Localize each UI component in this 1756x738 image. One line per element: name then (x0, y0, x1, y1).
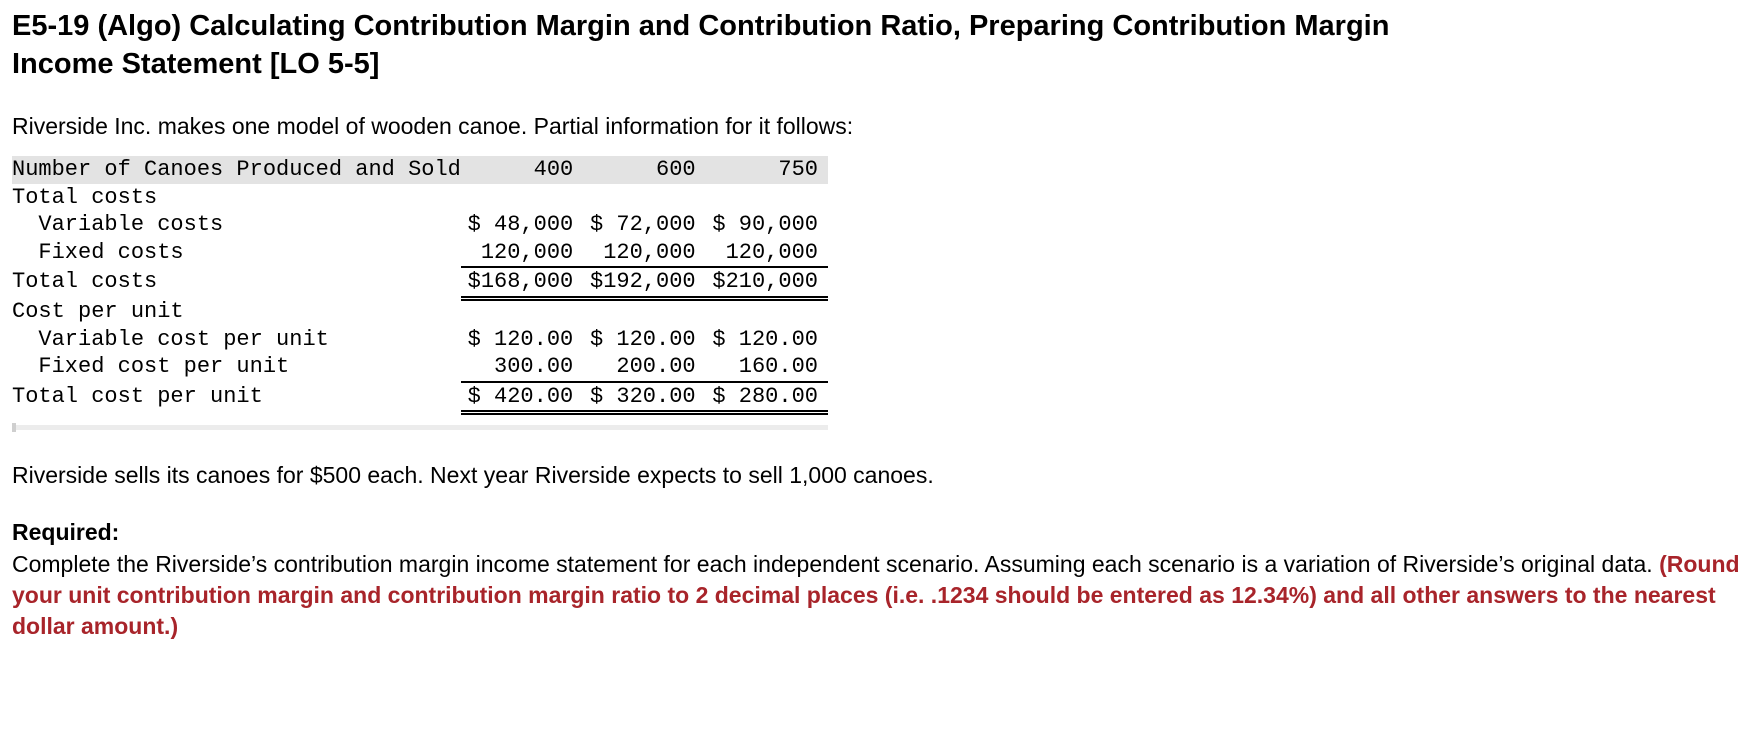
variable-costs-3: $ 90,000 (706, 211, 828, 239)
title-line-1: E5-19 (Algo) Calculating Contribution Ma… (12, 10, 1389, 42)
exercise-title: E5-19 (Algo) Calculating Contribution Ma… (12, 8, 1744, 83)
vcpu-label: Variable cost per unit (12, 326, 461, 354)
vcpu-2: $ 120.00 (583, 326, 705, 354)
tcpu-2: $ 320.00 (583, 382, 705, 413)
table-row: Total cost per unit $ 420.00 $ 320.00 $ … (12, 382, 828, 413)
variable-costs-label: Variable costs (12, 211, 461, 239)
fcpu-2: 200.00 (583, 353, 705, 382)
vcpu-1: $ 120.00 (461, 326, 583, 354)
table-row: Cost per unit (12, 298, 828, 326)
total-costs-3: $210,000 (706, 267, 828, 298)
fixed-costs-2: 120,000 (583, 239, 705, 268)
horizontal-scrollbar[interactable] (12, 425, 828, 430)
required-text-plain: Complete the Riverside’s contribution ma… (12, 551, 1659, 577)
intro-paragraph: Riverside Inc. makes one model of wooden… (12, 111, 1744, 142)
vcpu-3: $ 120.00 (706, 326, 828, 354)
variable-costs-1: $ 48,000 (461, 211, 583, 239)
volume-col-1: 400 (461, 156, 583, 184)
fixed-costs-1: 120,000 (461, 239, 583, 268)
table-row: Variable costs $ 48,000 $ 72,000 $ 90,00… (12, 211, 828, 239)
tcpu-1: $ 420.00 (461, 382, 583, 413)
section-total-costs: Total costs (12, 184, 461, 212)
variable-costs-2: $ 72,000 (583, 211, 705, 239)
total-costs-2: $192,000 (583, 267, 705, 298)
fcpu-1: 300.00 (461, 353, 583, 382)
fixed-costs-3: 120,000 (706, 239, 828, 268)
table-header-row: Number of Canoes Produced and Sold 400 6… (12, 156, 828, 184)
tcpu-label: Total cost per unit (12, 382, 461, 413)
total-costs-label: Total costs (12, 267, 461, 298)
table-row: Total costs (12, 184, 828, 212)
title-line-2: Income Statement [LO 5-5] (12, 48, 379, 80)
tcpu-3: $ 280.00 (706, 382, 828, 413)
volume-col-2: 600 (583, 156, 705, 184)
fcpu-label: Fixed cost per unit (12, 353, 461, 382)
table-row: Fixed cost per unit 300.00 200.00 160.00 (12, 353, 828, 382)
table-row: Fixed costs 120,000 120,000 120,000 (12, 239, 828, 268)
table-row: Total costs $168,000 $192,000 $210,000 (12, 267, 828, 298)
header-label: Number of Canoes Produced and Sold (12, 156, 461, 184)
fcpu-3: 160.00 (706, 353, 828, 382)
exercise-page: E5-19 (Algo) Calculating Contribution Ma… (0, 0, 1756, 676)
required-label: Required: (12, 517, 1744, 548)
required-paragraph: Complete the Riverside’s contribution ma… (12, 549, 1744, 642)
cost-table: Number of Canoes Produced and Sold 400 6… (12, 156, 828, 415)
after-table-paragraph: Riverside sells its canoes for $500 each… (12, 460, 1744, 491)
volume-col-3: 750 (706, 156, 828, 184)
fixed-costs-label: Fixed costs (12, 239, 461, 268)
total-costs-1: $168,000 (461, 267, 583, 298)
table-row: Variable cost per unit $ 120.00 $ 120.00… (12, 326, 828, 354)
section-cost-per-unit: Cost per unit (12, 298, 461, 326)
